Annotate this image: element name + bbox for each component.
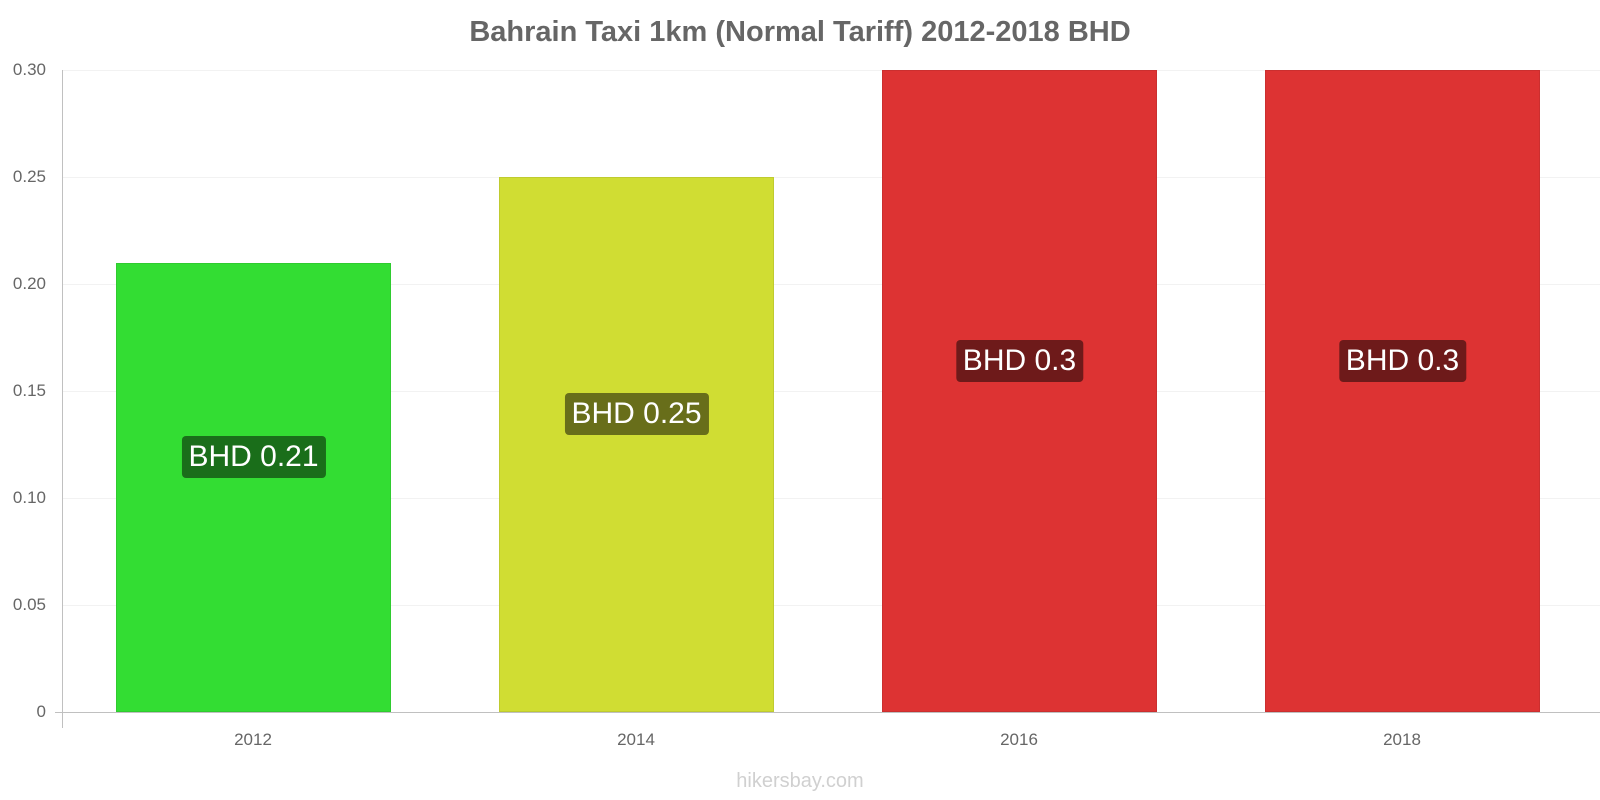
y-axis <box>62 70 63 728</box>
gridline <box>62 284 1600 285</box>
y-tick-label: 0.15 <box>12 381 46 400</box>
x-tick-label: 2018 <box>1383 730 1421 749</box>
watermark: hikersbay.com <box>736 770 864 792</box>
bar-value-label: BHD 0.3 <box>955 340 1084 382</box>
bar-2014: BHD 0.25 <box>499 177 774 712</box>
chart-title: Bahrain Taxi 1km (Normal Tariff) 2012-20… <box>469 16 1131 48</box>
y-tick-label: 0.25 <box>12 167 46 186</box>
x-tick-label: 2012 <box>234 730 272 749</box>
gridline <box>62 498 1600 499</box>
bar-value-label: BHD 0.25 <box>564 393 709 435</box>
x-axis <box>55 712 1600 713</box>
y-tick-label: 0 <box>36 702 46 721</box>
y-tick-label: 0.10 <box>12 488 46 507</box>
x-tick-label: 2014 <box>617 730 655 749</box>
x-tick-label: 2016 <box>1000 730 1038 749</box>
bar-value-label: BHD 0.3 <box>1338 340 1467 382</box>
gridline <box>62 70 1600 71</box>
gridline <box>62 391 1600 392</box>
y-tick-label: 0.05 <box>12 595 46 614</box>
bar-2012: BHD 0.21 <box>116 263 391 712</box>
bar-2018: BHD 0.3 <box>1265 70 1540 712</box>
gridline <box>62 605 1600 606</box>
y-tick-label: 0.20 <box>12 274 46 293</box>
y-tick-label: 0.30 <box>12 60 46 79</box>
bar-value-label: BHD 0.21 <box>181 436 326 478</box>
plot-area <box>62 70 1600 712</box>
bar-2016: BHD 0.3 <box>882 70 1157 712</box>
gridline <box>62 177 1600 178</box>
